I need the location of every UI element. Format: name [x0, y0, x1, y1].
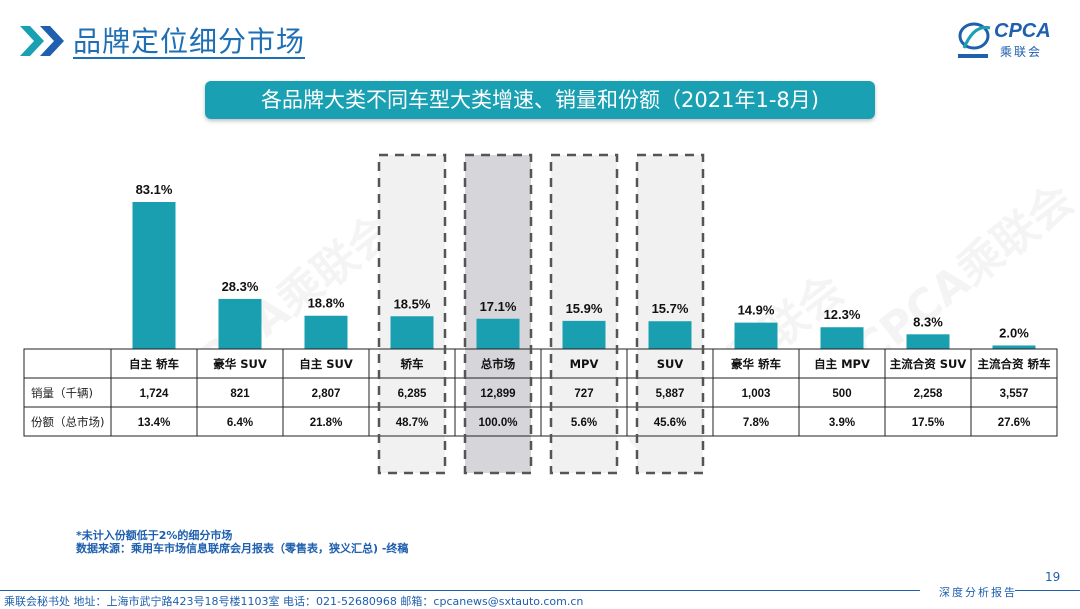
- table-header-cell: 自主 轿车: [129, 357, 180, 371]
- table-cell: 2,258: [914, 388, 943, 400]
- highlight-frame: [549, 153, 619, 475]
- footer-divider: [0, 590, 920, 591]
- data-label: 15.9%: [566, 301, 603, 316]
- chart-title-banner: 各品牌大类不同车型大类增速、销量和份额（2021年1-8月): [205, 81, 875, 119]
- highlight-cell: [637, 349, 703, 436]
- data-source-note: 数据来源：乘用车市场信息联席会月报表（零售表，狭义汇总) -终稿: [76, 542, 409, 555]
- table-cell: 13.4%: [138, 417, 171, 429]
- bar: [906, 334, 950, 349]
- bar: [562, 320, 606, 349]
- table-cell: 48.7%: [396, 417, 429, 429]
- highlight-frame: [377, 153, 447, 475]
- table-header-cell: 主流合资 轿车: [977, 357, 1051, 371]
- cpca-emblem-icon: [958, 22, 991, 58]
- table-header-cell: 自主 SUV: [299, 357, 353, 371]
- double-chevron-icon: [20, 26, 64, 56]
- bar: [390, 316, 434, 349]
- page-number: 19: [1045, 570, 1061, 584]
- data-label: 14.9%: [738, 303, 775, 318]
- table-header-cell: 主流合资 SUV: [890, 357, 967, 371]
- table-header-cell: 自主 MPV: [814, 357, 870, 371]
- table-cell: 821: [230, 388, 250, 400]
- data-label: 12.3%: [824, 307, 861, 322]
- table-row-label: 份额（总市场): [31, 415, 105, 429]
- table-cell: 5,887: [656, 388, 685, 400]
- highlight-frame: [635, 153, 705, 475]
- footnote: *未计入份额低于2%的细分市场: [76, 529, 233, 542]
- table-cell: 6,285: [398, 388, 427, 400]
- table-cell: 2,807: [312, 388, 341, 400]
- table-cell: 7.8%: [743, 417, 769, 429]
- table-header-cell: SUV: [657, 357, 684, 371]
- logo-subtitle: 乘联会: [1000, 45, 1043, 59]
- data-label: 2.0%: [999, 325, 1029, 340]
- table-cell: 12,899: [480, 388, 515, 400]
- bar: [648, 321, 692, 349]
- cpca-logo: CPCA 乘联会: [956, 18, 1060, 62]
- data-label: 8.3%: [913, 314, 943, 329]
- table-header-cell: 总市场: [481, 357, 516, 371]
- table-cell: 45.6%: [654, 417, 687, 429]
- footer-contact: 乘联会秘书处 地址：上海市武宁路423号18号楼1103室 电话：021-526…: [4, 595, 584, 608]
- table-cell: 1,003: [742, 388, 771, 400]
- page-title: 品牌定位细分市场: [73, 25, 306, 58]
- table-cell: 6.4%: [227, 417, 253, 429]
- table-cell: 27.6%: [998, 417, 1031, 429]
- highlight-cell: [379, 349, 445, 436]
- table-cell: 3.9%: [829, 417, 855, 429]
- bar: [304, 315, 348, 349]
- table-cell: 727: [574, 388, 593, 400]
- bar: [132, 202, 176, 349]
- table-cell: 1,724: [140, 388, 169, 400]
- bar: [820, 327, 864, 349]
- bar: [734, 322, 778, 349]
- bar: [218, 298, 262, 349]
- footer-brand: 深度分析报告: [939, 586, 1017, 599]
- table-header-cell: 豪华 SUV: [213, 357, 267, 371]
- logo-text: CPCA: [994, 20, 1051, 42]
- table-cell: 21.8%: [310, 417, 343, 429]
- table-header-cell: 轿车: [401, 357, 424, 371]
- highlight-cell: [465, 349, 531, 436]
- table-row-label: 销量（千辆): [31, 386, 93, 400]
- data-label: 15.7%: [652, 301, 689, 316]
- data-label: 83.1%: [136, 182, 173, 197]
- data-label: 18.8%: [308, 296, 345, 311]
- table-cell: 5.6%: [571, 417, 597, 429]
- bar: [992, 345, 1036, 349]
- highlight-frame: [463, 153, 533, 475]
- data-label: 17.1%: [480, 299, 517, 314]
- highlight-cell: [551, 349, 617, 436]
- table-header-cell: MPV: [570, 357, 599, 371]
- footer-divider: [1015, 590, 1080, 591]
- table-cell: 100.0%: [478, 417, 517, 429]
- bar: [476, 318, 520, 349]
- table-cell: 17.5%: [912, 417, 945, 429]
- table-header-cell: 豪华 轿车: [731, 357, 782, 371]
- data-label: 18.5%: [394, 296, 431, 311]
- table-cell: 500: [832, 388, 851, 400]
- data-label: 28.3%: [222, 279, 259, 294]
- table-cell: 3,557: [1000, 388, 1029, 400]
